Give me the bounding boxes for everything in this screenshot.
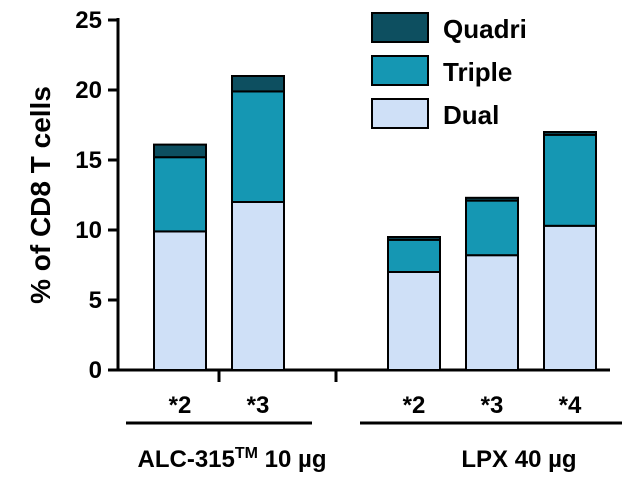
group-label: LPX 40 µg [461, 446, 576, 473]
bar-segment-triple [465, 199, 519, 257]
legend: Quadri Triple Dual [371, 12, 527, 130]
bar-segment-quadri [465, 196, 519, 202]
legend-swatch-dual [371, 98, 429, 129]
y-tick-label: 20 [75, 77, 102, 104]
bar-segment-dual [465, 254, 519, 371]
y-tick-label: 10 [75, 217, 102, 244]
x-tick-label: *3 [247, 392, 270, 419]
legend-label-quadri: Quadri [443, 14, 527, 44]
bar-segment-dual [231, 201, 285, 371]
bar-segment-triple [231, 90, 285, 203]
y-tick-label: 15 [75, 147, 102, 174]
y-tick-label: 0 [89, 357, 102, 384]
bar-segment-triple [387, 238, 441, 274]
bar-segment-quadri [153, 143, 207, 159]
legend-label-dual: Dual [443, 100, 499, 130]
y-tick-label: 25 [75, 7, 102, 34]
x-tick-label: *2 [169, 392, 192, 419]
bars [153, 75, 597, 371]
x-tick-label: *2 [403, 392, 426, 419]
legend-swatch-triple [371, 55, 429, 86]
bar-segment-quadri [543, 131, 597, 136]
legend-swatch-quadri [371, 12, 429, 43]
legend-label-triple: Triple [443, 57, 512, 87]
bar-segment-dual [543, 224, 597, 371]
bar-segment-triple [543, 133, 597, 227]
bar-segment-quadri [387, 236, 441, 241]
bar-segment-triple [153, 156, 207, 233]
bar-segment-quadri [231, 75, 285, 93]
y-axis-label: % of CD8 T cells [25, 86, 56, 304]
x-tick-labels: *2 *3 ALC-315TM 10 µg *2 *3 *4 LPX 40 µg [126, 392, 622, 473]
group-label: ALC-315TM 10 µg [138, 445, 327, 473]
bar-segment-dual [153, 230, 207, 371]
x-tick-label: *3 [481, 392, 504, 419]
y-tick-label: 5 [89, 287, 102, 314]
bar-segment-dual [387, 271, 441, 371]
x-tick-label: *4 [559, 392, 582, 419]
